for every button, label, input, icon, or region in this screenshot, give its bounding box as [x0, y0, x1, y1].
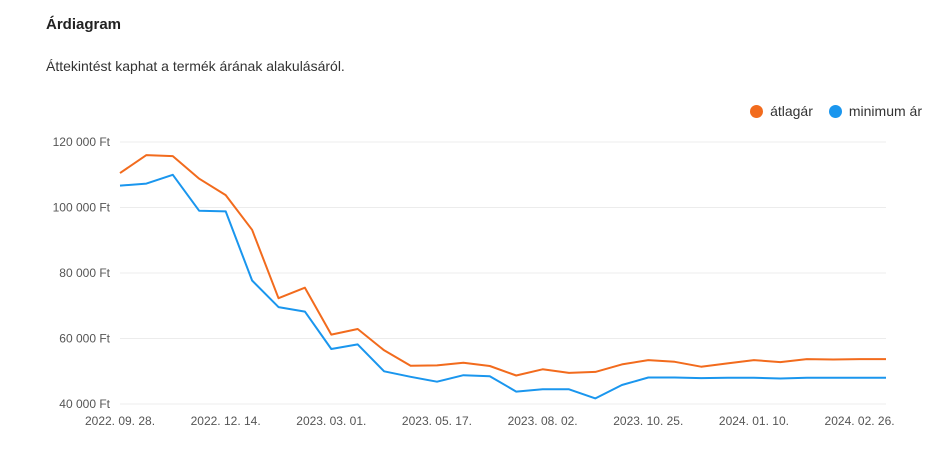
- y-tick-label: 100 000 Ft: [53, 201, 111, 215]
- chart-title: Árdiagram: [46, 16, 122, 33]
- legend-minimum-marker: [828, 104, 842, 118]
- legend-average-marker: [750, 104, 764, 118]
- y-tick-label: 60 000 Ft: [59, 332, 110, 346]
- x-tick-label: 2023. 05. 17.: [402, 414, 472, 428]
- y-tick-label: 40 000 Ft: [59, 397, 110, 411]
- x-tick-label: 2022. 09. 28.: [85, 414, 155, 428]
- legend-item-average[interactable]: átlagár: [750, 103, 813, 119]
- chart-legend: átlagár minimum ár: [750, 103, 922, 119]
- chart-subtitle: Áttekintést kaphat a termék árának alaku…: [46, 58, 345, 74]
- y-tick-label: 120 000 Ft: [53, 135, 111, 149]
- series-line-average[interactable]: [119, 154, 886, 377]
- x-tick-label: 2023. 08. 02.: [508, 414, 578, 428]
- legend-average-label: átlagár: [770, 103, 813, 119]
- legend-item-minimum[interactable]: minimum ár: [828, 103, 922, 119]
- x-tick-label: 2022. 12. 14.: [191, 414, 261, 428]
- y-tick-label: 80 000 Ft: [59, 266, 110, 280]
- x-tick-label: 2024. 02. 26.: [825, 414, 895, 428]
- x-tick-label: 2023. 10. 25.: [613, 414, 683, 428]
- legend-minimum-label: minimum ár: [848, 103, 922, 119]
- series-line-minimum[interactable]: [119, 173, 886, 400]
- x-tick-label: 2024. 01. 10.: [719, 414, 789, 428]
- x-tick-label: 2023. 03. 01.: [296, 414, 366, 428]
